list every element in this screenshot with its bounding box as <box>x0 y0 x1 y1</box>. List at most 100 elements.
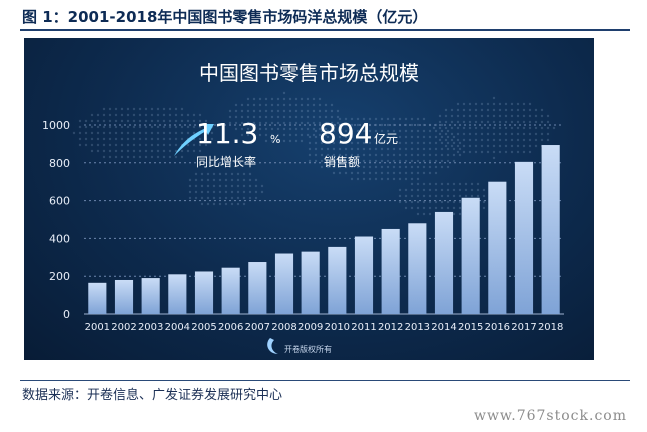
map-dot <box>198 137 202 141</box>
map-dot <box>422 135 426 139</box>
map-dot <box>144 107 148 111</box>
map-dot <box>126 155 130 159</box>
growth-arrow-icon <box>174 124 214 156</box>
map-dot <box>282 103 286 107</box>
map-dot <box>416 177 420 181</box>
map-dot <box>446 188 450 192</box>
map-dot <box>510 138 514 142</box>
map-dot <box>404 159 408 163</box>
map-dot <box>276 121 280 125</box>
map-dot <box>230 172 234 176</box>
map-dot <box>486 126 490 130</box>
y-tick-label: 200 <box>49 270 70 283</box>
map-dot <box>324 115 328 119</box>
map-dot <box>150 125 154 129</box>
map-dot <box>450 108 454 112</box>
map-dot <box>96 137 100 141</box>
map-dot <box>428 141 432 145</box>
map-dot <box>492 132 496 136</box>
growth-rate-label: 同比增长率 <box>196 154 256 169</box>
map-dot <box>368 153 372 157</box>
map-dot <box>528 138 532 142</box>
map-dot <box>270 121 274 125</box>
map-dot <box>428 171 432 175</box>
map-dot <box>194 190 198 194</box>
map-dot <box>108 113 112 117</box>
map-dot <box>498 102 502 106</box>
map-dot <box>252 103 256 107</box>
bar-2007 <box>248 262 267 314</box>
map-dot <box>440 182 444 186</box>
map-dot <box>218 190 222 194</box>
map-dot <box>486 114 490 118</box>
map-dot <box>162 113 166 117</box>
map-dot <box>398 200 402 204</box>
map-dot <box>356 141 360 145</box>
map-dot <box>156 149 160 153</box>
map-dot <box>362 153 366 157</box>
map-dot <box>482 194 486 198</box>
map-dot <box>438 132 442 136</box>
map-dot <box>422 153 426 157</box>
map-dot <box>510 114 514 118</box>
map-dot <box>516 102 520 106</box>
map-dot <box>198 149 202 153</box>
map-dot <box>288 103 292 107</box>
map-dot <box>458 153 462 157</box>
map-dot <box>320 135 324 139</box>
map-dot <box>458 188 462 192</box>
x-tick-label: 2013 <box>405 322 430 333</box>
map-dot <box>344 159 348 163</box>
map-dot <box>528 108 532 112</box>
map-dot <box>422 200 426 204</box>
map-dot <box>78 143 82 147</box>
map-dot <box>444 132 448 136</box>
map-dot <box>416 171 420 175</box>
map-dot <box>462 120 466 124</box>
map-dot <box>452 212 456 216</box>
map-dot <box>434 182 438 186</box>
map-dot <box>462 144 466 148</box>
map-dot <box>404 147 408 151</box>
figure-caption: 图 1：2001-2018年中国图书零售市场码洋总规模（亿元） <box>22 8 428 26</box>
map-dot <box>206 172 210 176</box>
map-dot <box>308 147 312 151</box>
map-dot <box>318 127 322 131</box>
map-dot <box>338 117 342 121</box>
map-dot <box>386 159 390 163</box>
map-dot <box>380 165 384 169</box>
map-dot <box>210 131 214 135</box>
map-dot <box>438 114 442 118</box>
map-dot <box>446 159 450 163</box>
map-dot <box>308 159 312 163</box>
map-dot <box>416 129 420 133</box>
bar-2008 <box>274 253 294 314</box>
map-dot <box>236 178 240 182</box>
map-dot <box>276 139 280 143</box>
map-dot <box>422 141 426 145</box>
map-dot <box>450 132 454 136</box>
map-dot <box>174 125 178 129</box>
map-dot <box>270 127 274 131</box>
map-dot <box>410 159 414 163</box>
map-dot <box>356 147 360 151</box>
data-source: 数据来源：开卷信息、广发证券发展研究中心 <box>22 388 283 403</box>
map-dot <box>492 96 496 100</box>
map-dot <box>540 138 544 142</box>
map-dot <box>212 178 216 182</box>
map-dot <box>320 165 324 169</box>
map-dot <box>260 190 264 194</box>
map-dot <box>492 138 496 142</box>
map-dot <box>452 194 456 198</box>
map-dot <box>404 200 408 204</box>
map-dot <box>168 119 172 123</box>
map-dot <box>174 113 178 117</box>
x-tick-label: 2004 <box>165 322 190 333</box>
map-dot <box>416 165 420 169</box>
map-dot <box>234 103 238 107</box>
map-dot <box>356 177 360 181</box>
map-dot <box>486 138 490 142</box>
map-dot <box>162 137 166 141</box>
map-dot <box>192 143 196 147</box>
map-dot <box>312 103 316 107</box>
